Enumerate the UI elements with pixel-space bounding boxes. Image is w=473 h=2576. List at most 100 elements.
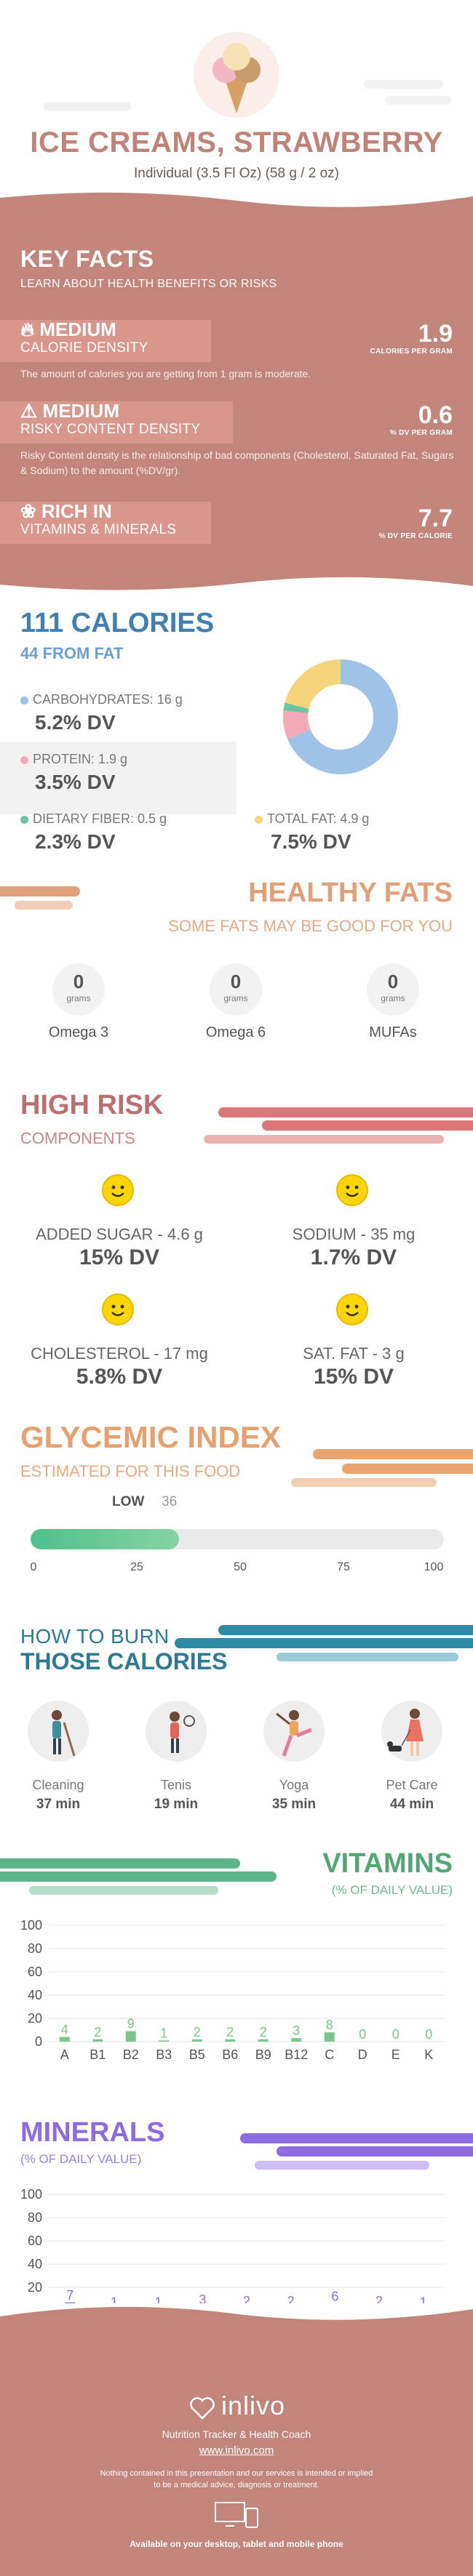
risky-content-label: RISKY CONTENT DENSITY	[20, 422, 201, 437]
bar-value-label: 0	[425, 2027, 432, 2042]
vitamins-minerals-unit: % DV PER CALORIE	[378, 532, 453, 540]
bar-value-label: 0	[359, 2027, 366, 2042]
wave-divider	[0, 577, 473, 596]
vitamins-minerals-value: 7.7	[418, 505, 453, 532]
footer-brand: inlivo	[220, 2391, 286, 2420]
bar-value-label: 2	[226, 2025, 234, 2039]
omega6-circle: 0 grams	[210, 963, 262, 1016]
bar-B5	[191, 2039, 202, 2042]
smiley-icon	[102, 1174, 134, 1206]
decor-stripe	[0, 1871, 277, 1882]
y-tick-label: 40	[28, 1988, 42, 2002]
burn-calories-section: HOW TO BURN THOSE CALORIES Cleaning 37 m…	[0, 1625, 473, 1865]
fiber-dv: 2.3% DV	[35, 830, 116, 853]
glycemic-tick: 75	[337, 1561, 350, 1573]
glycemic-tick: 100	[424, 1561, 444, 1573]
y-tick-label: 80	[28, 2210, 42, 2225]
pet-care-minutes: 44 min	[389, 1797, 434, 1812]
yoga-label: Yoga	[279, 1778, 309, 1792]
x-tick-label: B3	[156, 2047, 172, 2062]
y-tick-label: 100	[20, 2188, 42, 2202]
vitamins-minerals-band	[0, 502, 211, 544]
smiley-icon	[336, 1174, 368, 1206]
flame-icon: 🔥︎	[20, 318, 35, 340]
glycemic-subtitle: ESTIMATED FOR THIS FOOD	[20, 1462, 241, 1480]
vitamins-section: VITAMINS (% OF DAILY VALUE) 0 20 40 60 80 100…	[0, 1839, 473, 2065]
bar-value-label: 2	[260, 2025, 267, 2039]
bar-B2	[125, 2031, 136, 2042]
cleaning-minutes: 37 min	[36, 1797, 81, 1812]
header-section: ICE CREAMS, STRAWBERRY Individual (3.5 F…	[0, 0, 473, 212]
donut-slice-carbs	[287, 659, 398, 774]
inlivo-heart-icon	[189, 2395, 215, 2421]
calorie-density-unit: CALORIES PER GRAM	[370, 348, 453, 356]
bar-value-label: 1	[155, 2295, 162, 2309]
cleaning-label: Cleaning	[32, 1778, 84, 1792]
yoga-minutes: 35 min	[271, 1797, 317, 1812]
warning-icon: ⚠	[20, 400, 38, 422]
footer-url[interactable]: www.inlivo.com	[199, 2444, 274, 2457]
bar-value-label: 1	[420, 2295, 427, 2309]
bar-B12	[291, 2038, 302, 2042]
calorie-density-label: CALORIE DENSITY	[20, 340, 148, 356]
fat-dv: 7.5% DV	[271, 830, 351, 853]
decor-stripe	[44, 102, 131, 111]
risky-content-value: 0.6	[418, 401, 453, 429]
healthy-fats-subtitle: SOME FATS MAY BE GOOD FOR YOU	[168, 917, 453, 935]
calorie-density-description: The amount of calories you are getting f…	[20, 368, 311, 380]
footer-tagline: Nutrition Tracker & Health Coach	[162, 2428, 311, 2440]
cleaning-icon	[28, 1701, 89, 1762]
x-tick-label: B12	[285, 2047, 308, 2062]
calorie-density-band	[0, 320, 211, 362]
key-facts-subtitle: LEARN ABOUT HEALTH BENEFITS OR RISKS	[20, 278, 277, 290]
calories-section: 111 CALORIES 44 FROM FAT CARBOHYDRATES: …	[0, 596, 473, 887]
decor-stripe	[342, 1464, 473, 1474]
glycemic-bar-track	[31, 1529, 444, 1549]
healthy-fats-title: HEALTHY FATS	[248, 878, 453, 908]
tennis-icon	[146, 1701, 207, 1762]
bar-B6	[225, 2039, 236, 2042]
omega3-circle: 0 grams	[52, 963, 105, 1016]
glycemic-title: GLYCEMIC INDEX	[20, 1420, 281, 1454]
glycemic-level: LOW	[112, 1494, 145, 1509]
fiber-dot	[20, 815, 28, 824]
x-tick-label: A	[60, 2047, 69, 2062]
bar-value-label: 2	[287, 2294, 295, 2308]
vitamins-subtitle: (% OF DAILY VALUE)	[331, 1883, 453, 1897]
cholesterol-dv: 5.8% DV	[76, 1365, 163, 1389]
bar-value-label: 0	[392, 2027, 400, 2042]
risky-content-unit: % DV PER GRAM	[389, 429, 453, 437]
y-tick-label: 80	[28, 1941, 42, 1956]
protein-label: PROTEIN: 1.9 g	[20, 752, 127, 767]
y-tick-label: 60	[28, 2234, 42, 2248]
vitamins-minerals-level: ❀ RICH IN	[20, 500, 112, 522]
pet-care-icon	[381, 1701, 442, 1762]
glycemic-value: 36	[162, 1494, 178, 1509]
footer-disclaimer-1: Nothing contained in this presentation a…	[100, 2469, 373, 2478]
minerals-section: MINERALS (% OF DAILY VALUE) 020406080100…	[0, 2108, 473, 2331]
vitamins-bar-chart: 0 20 40 60 80 100 4 A 2 B1 9 B2 1 B3 2 B5 2 B6 2 B9 3 B12 8 C 0 D…	[20, 1919, 445, 2062]
footer-available: Available on your desktop, tablet and mo…	[130, 2539, 343, 2549]
sat-fat-label: SAT. FAT - 3 g	[303, 1344, 405, 1363]
x-tick-label: B1	[90, 2047, 106, 2062]
decor-stripe	[277, 2146, 473, 2156]
mufas-circle: 0 grams	[367, 963, 419, 1016]
bar-value-label: 4	[61, 2023, 68, 2037]
decor-stripe	[240, 2133, 473, 2143]
x-tick-label: E	[391, 2047, 400, 2062]
carbs-dv: 5.2% DV	[35, 711, 116, 734]
bar-value-label: 8	[326, 2018, 333, 2032]
protein-dv: 3.5% DV	[35, 771, 116, 793]
leaf-icon: ❀	[20, 500, 36, 522]
glycemic-index-section: GLYCEMIC INDEX ESTIMATED FOR THIS FOOD L…	[0, 1407, 473, 1625]
bar-B9	[258, 2039, 269, 2042]
high-risk-subtitle: COMPONENTS	[20, 1129, 135, 1147]
omega6-unit: grams	[223, 993, 248, 1003]
decor-stripe	[29, 1886, 218, 1895]
smiley-icon	[102, 1293, 134, 1325]
carbs-label: CARBOHYDRATES: 16 g	[20, 692, 183, 707]
decor-stripe	[364, 80, 444, 89]
carbs-dot	[20, 696, 28, 705]
bar-value-label: 1	[111, 2295, 118, 2309]
sat-fat-dv: 15% DV	[313, 1365, 394, 1389]
